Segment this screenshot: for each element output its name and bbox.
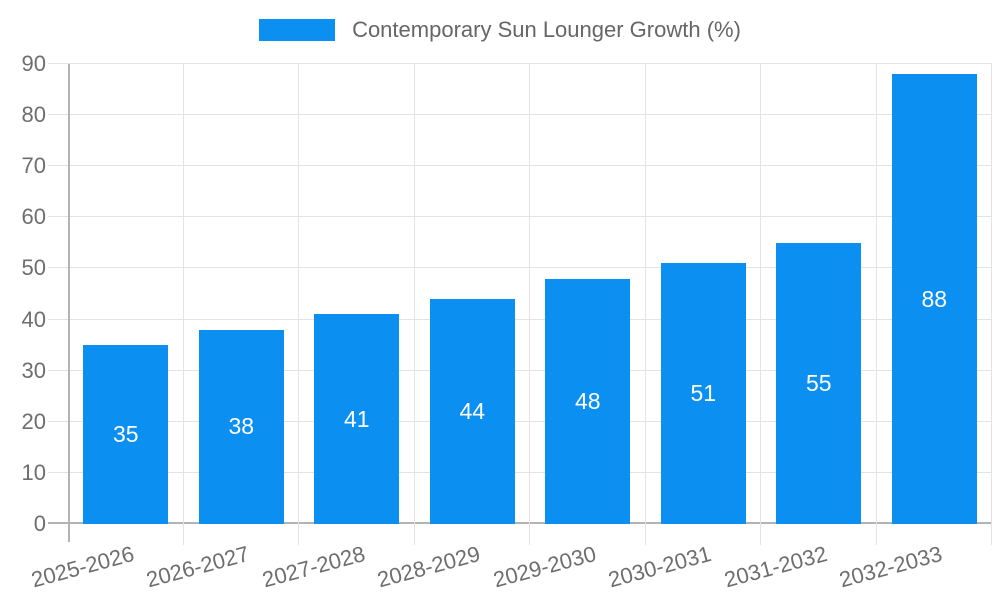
y-axis-tick-label: 30 bbox=[21, 357, 46, 383]
y-axis-tick-label: 20 bbox=[21, 408, 46, 434]
bar-value-label: 41 bbox=[343, 405, 370, 432]
bar-value-label: 44 bbox=[459, 398, 486, 425]
bar-2027-2028[interactable]: 41 bbox=[314, 314, 400, 524]
gridline-x-1 bbox=[182, 64, 184, 545]
bar-value-label: 51 bbox=[690, 380, 717, 407]
x-axis-tick-label: 2027-2028 bbox=[259, 541, 368, 593]
x-axis-tick-label: 2026-2027 bbox=[143, 541, 252, 593]
gridline-y-90 bbox=[48, 63, 992, 65]
x-axis-tick-label: 2031-2032 bbox=[721, 541, 830, 593]
gridline-x-0 bbox=[68, 64, 70, 542]
y-axis-tick-label: 10 bbox=[21, 459, 46, 485]
bar-value-label: 38 bbox=[228, 413, 255, 440]
bar-2031-2032[interactable]: 55 bbox=[776, 242, 862, 524]
gridline-y-50 bbox=[48, 267, 992, 269]
y-axis-tick-label: 50 bbox=[21, 255, 46, 281]
x-axis-tick-label: 2029-2030 bbox=[490, 541, 599, 593]
bar-2028-2029[interactable]: 44 bbox=[429, 299, 515, 524]
bar-value-label: 55 bbox=[805, 369, 832, 396]
bar-2025-2026[interactable]: 35 bbox=[83, 345, 169, 524]
bar-value-label: 88 bbox=[921, 285, 948, 312]
gridline-y-30 bbox=[48, 369, 992, 371]
plot-area: 35 38 41 44 48 51 55 88 bbox=[48, 63, 992, 545]
bar-2029-2030[interactable]: 48 bbox=[545, 278, 631, 524]
chart-legend[interactable]: Contemporary Sun Lounger Growth (%) bbox=[0, 17, 1000, 43]
y-axis-tick-label: 90 bbox=[21, 51, 46, 76]
gridline-x-6 bbox=[760, 64, 761, 545]
gridline-y-20 bbox=[48, 420, 992, 422]
x-axis-tick-label: 2025-2026 bbox=[28, 541, 137, 593]
legend-swatch-icon bbox=[259, 19, 336, 41]
gridline-x-2 bbox=[298, 64, 299, 545]
y-axis-tick-label: 80 bbox=[21, 102, 46, 128]
y-axis-tick-label: 40 bbox=[21, 306, 46, 332]
x-axis-tick-label: 2032-2033 bbox=[836, 541, 945, 593]
bar-value-label: 35 bbox=[112, 421, 139, 448]
x-axis-tick-label: 2030-2031 bbox=[605, 541, 714, 593]
gridline-y-40 bbox=[48, 318, 992, 320]
gridline-y-70 bbox=[48, 165, 992, 167]
y-axis-tick-label: 70 bbox=[21, 153, 46, 179]
gridline-y-60 bbox=[48, 216, 992, 218]
gridline-y-10 bbox=[48, 471, 992, 473]
gridline-x-4 bbox=[529, 64, 530, 545]
y-axis-tick-label: 0 bbox=[33, 511, 46, 536]
bar-2032-2033[interactable]: 88 bbox=[891, 74, 977, 524]
legend-label: Contemporary Sun Lounger Growth (%) bbox=[352, 17, 741, 42]
gridline-y-0 bbox=[48, 522, 992, 524]
y-axis-tick-label: 60 bbox=[21, 204, 46, 230]
bar-value-label: 48 bbox=[574, 387, 601, 414]
gridline-x-7 bbox=[875, 64, 877, 545]
gridline-x-5 bbox=[644, 64, 646, 545]
gridline-x-3 bbox=[413, 64, 415, 545]
bar-2026-2027[interactable]: 38 bbox=[198, 329, 284, 524]
gridline-x-8 bbox=[991, 64, 992, 545]
x-axis-tick-label: 2028-2029 bbox=[374, 541, 483, 593]
gridline-y-80 bbox=[48, 114, 992, 116]
bar-2030-2031[interactable]: 51 bbox=[660, 263, 746, 524]
